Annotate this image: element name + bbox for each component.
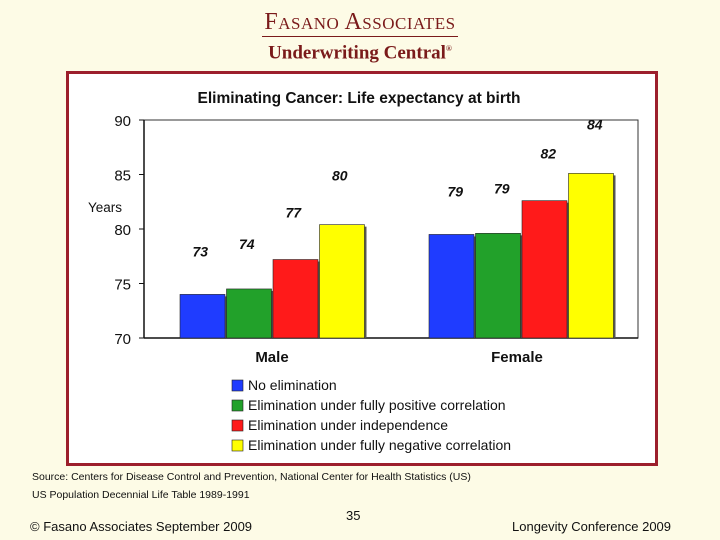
legend-swatch <box>231 419 244 432</box>
y-tick-label: 80 <box>114 222 131 239</box>
legend-label: Elimination under fully negative correla… <box>248 437 511 453</box>
y-tick-label: 90 <box>114 113 131 130</box>
bar <box>179 294 226 339</box>
life-expectancy-chart: Eliminating Cancer: Life expectancy at b… <box>88 90 639 453</box>
logo-subtitle-text: Underwriting Central <box>268 42 446 64</box>
bar <box>568 173 614 339</box>
legend-swatch <box>231 439 244 452</box>
y-tick-label: 70 <box>114 331 131 348</box>
footer-copyright: © Fasano Associates September 2009 <box>30 519 253 534</box>
bar <box>319 224 365 339</box>
bar <box>475 233 521 339</box>
bar-value-label: 74 <box>239 236 255 252</box>
bar-value-label: 79 <box>494 180 510 196</box>
bar <box>521 200 568 339</box>
bar-value-label: 79 <box>448 183 464 199</box>
bar-value-label: 82 <box>541 146 557 162</box>
logo-subtitle: Underwriting Central® <box>0 37 720 65</box>
bar-value-label: 80 <box>332 168 348 184</box>
category-label: Male <box>255 349 288 366</box>
source-table: US Population Decennial Life Table 1989-… <box>32 489 250 501</box>
bar-value-label: 84 <box>587 116 603 132</box>
bar-value-label: 73 <box>193 243 209 259</box>
footer-event: Longevity Conference 2009 <box>512 519 672 534</box>
page-number: 35 <box>346 508 361 523</box>
category-label: Female <box>491 349 543 366</box>
legend-label: Elimination under independence <box>248 417 448 433</box>
bar <box>428 234 475 339</box>
bar-value-label: 77 <box>286 205 303 221</box>
source-citation: Source: Centers for Disease Control and … <box>32 471 471 483</box>
y-axis-label: Years <box>88 200 122 215</box>
logo-company-name: Fasano Associates <box>264 9 456 35</box>
y-tick-label: 85 <box>114 168 131 185</box>
bar <box>226 288 272 339</box>
legend-label: Elimination under fully positive correla… <box>248 397 506 413</box>
legend-swatch <box>231 399 244 412</box>
registered-mark: ® <box>445 44 452 53</box>
logo-divider <box>262 36 458 37</box>
legend-swatch <box>231 379 244 392</box>
legend-label: No elimination <box>248 377 337 393</box>
bar <box>272 259 319 339</box>
company-logo: Fasano Associates Underwriting Central® <box>0 8 720 65</box>
chart-title: Eliminating Cancer: Life expectancy at b… <box>198 90 521 107</box>
y-tick-label: 75 <box>114 277 131 294</box>
chart-frame: Eliminating Cancer: Life expectancy at b… <box>66 71 658 466</box>
